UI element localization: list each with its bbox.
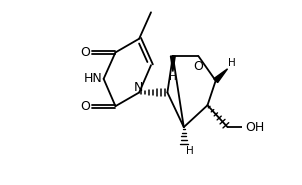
Text: H: H bbox=[186, 146, 194, 156]
Text: H: H bbox=[169, 73, 177, 83]
Text: N: N bbox=[133, 81, 143, 95]
Text: O: O bbox=[80, 100, 90, 113]
Text: OH: OH bbox=[246, 121, 265, 134]
Polygon shape bbox=[171, 56, 175, 72]
Text: O: O bbox=[194, 60, 203, 73]
Text: HN: HN bbox=[83, 72, 102, 85]
Text: O: O bbox=[80, 46, 90, 59]
Polygon shape bbox=[214, 69, 227, 83]
Text: H: H bbox=[228, 58, 236, 68]
